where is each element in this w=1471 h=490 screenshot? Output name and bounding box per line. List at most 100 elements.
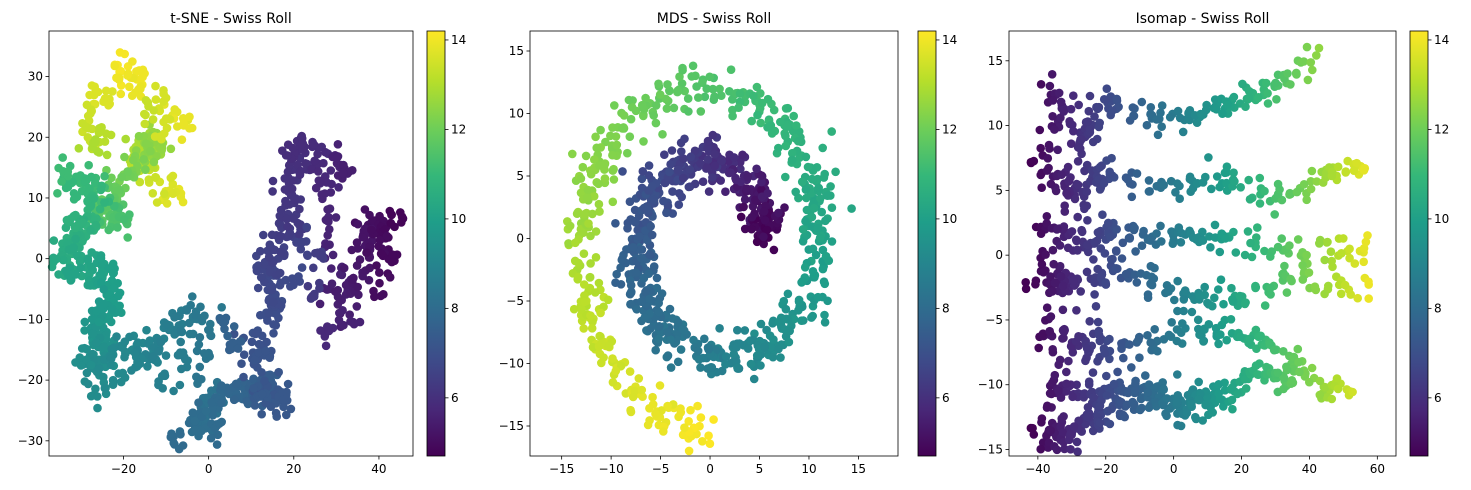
scatter-point bbox=[1050, 370, 1060, 380]
scatter-point bbox=[140, 119, 150, 129]
scatter-point bbox=[798, 225, 808, 234]
scatter-point bbox=[1187, 399, 1196, 409]
scatter-point bbox=[599, 353, 608, 362]
scatter-point bbox=[1326, 247, 1336, 256]
scatter-point bbox=[297, 139, 307, 149]
scatter-point bbox=[268, 187, 277, 196]
scatter-point bbox=[1292, 187, 1302, 197]
scatter-point bbox=[355, 255, 365, 264]
scatter-point bbox=[257, 389, 267, 399]
scatter-point bbox=[1048, 112, 1057, 121]
scatter-point bbox=[1090, 238, 1099, 247]
scatter-point bbox=[1228, 404, 1237, 414]
scatter-point bbox=[715, 84, 724, 94]
scatter-point bbox=[255, 246, 265, 256]
scatter-point bbox=[1194, 377, 1203, 387]
scatter-point bbox=[1175, 113, 1185, 123]
scatter-point bbox=[1307, 363, 1317, 373]
scatter-point bbox=[1204, 153, 1213, 162]
scatter-point bbox=[1051, 186, 1061, 196]
scatter-point bbox=[708, 173, 717, 182]
scatter-point bbox=[1104, 218, 1113, 228]
scatter-point bbox=[280, 185, 290, 194]
scatter-point bbox=[326, 188, 336, 197]
scatter-point bbox=[97, 278, 106, 288]
scatter-point bbox=[823, 191, 832, 200]
scatter-points bbox=[1021, 42, 1373, 457]
scatter-point bbox=[1153, 346, 1162, 356]
scatter-point bbox=[1152, 229, 1161, 238]
scatter-point bbox=[1253, 223, 1262, 232]
scatter-point bbox=[1036, 229, 1046, 238]
scatter-point bbox=[1306, 177, 1316, 186]
scatter-point bbox=[1147, 272, 1156, 282]
scatter-point bbox=[705, 439, 715, 449]
scatter-point bbox=[1058, 428, 1068, 438]
scatter-point bbox=[1235, 291, 1245, 301]
scatter-point bbox=[1107, 153, 1116, 163]
scatter-point bbox=[802, 193, 811, 203]
scatter-point bbox=[1127, 363, 1136, 372]
scatter-point bbox=[229, 322, 239, 331]
scatter-point bbox=[91, 220, 101, 230]
scatter-point bbox=[1038, 329, 1048, 339]
scatter-point bbox=[1304, 268, 1314, 277]
scatter-point bbox=[1069, 422, 1079, 431]
scatter-point bbox=[696, 363, 705, 372]
scatter-point bbox=[1219, 299, 1228, 309]
scatter-point bbox=[143, 362, 152, 371]
y-tick-label: −5 bbox=[985, 313, 1003, 327]
scatter-point bbox=[1283, 69, 1292, 78]
scatter-point bbox=[740, 326, 750, 335]
scatter-point bbox=[693, 346, 703, 356]
scatter-point bbox=[580, 291, 589, 300]
scatter-point bbox=[242, 396, 251, 406]
scatter-point bbox=[752, 164, 761, 174]
scatter-point bbox=[195, 362, 205, 372]
scatter-point bbox=[819, 173, 829, 182]
scatter-point bbox=[640, 313, 650, 322]
scatter-point bbox=[107, 173, 116, 183]
scatter-point bbox=[1056, 393, 1066, 402]
scatter-point bbox=[794, 306, 803, 315]
scatter-point bbox=[92, 338, 101, 347]
scatter-point bbox=[276, 231, 286, 241]
scatter-point bbox=[638, 167, 648, 176]
scatter-point bbox=[160, 129, 169, 138]
scatter-point bbox=[1055, 241, 1065, 250]
scatter-point bbox=[1045, 81, 1055, 91]
scatter-point bbox=[716, 176, 725, 185]
scatter-point bbox=[600, 174, 610, 183]
scatter-point bbox=[1054, 386, 1063, 396]
scatter-point bbox=[327, 279, 337, 289]
scatter-point bbox=[1282, 365, 1292, 375]
scatter-point bbox=[618, 124, 627, 133]
scatter-point bbox=[1069, 126, 1078, 136]
scatter-point bbox=[1146, 103, 1156, 112]
scatter-point bbox=[1062, 379, 1071, 389]
scatter-point bbox=[283, 151, 292, 160]
chart-panel-3: Isomap - Swiss Roll−40 −20 0 20 40 60−15−10−5… bbox=[978, 11, 1450, 476]
y-tick-label: 10 bbox=[988, 119, 1003, 133]
x-tick-label: 40 bbox=[1302, 462, 1317, 476]
scatter-point bbox=[1280, 261, 1289, 271]
scatter-point bbox=[316, 326, 325, 335]
scatter-point bbox=[729, 349, 739, 359]
scatter-point bbox=[78, 119, 87, 128]
scatter-point bbox=[283, 379, 293, 389]
scatter-point bbox=[1060, 201, 1069, 210]
scatter-point bbox=[289, 280, 298, 290]
x-tick-label: 40 bbox=[371, 462, 386, 476]
scatter-point bbox=[752, 82, 762, 92]
scatter-point bbox=[762, 225, 772, 235]
colorbar-tick-label: 10 bbox=[942, 212, 957, 226]
scatter-point bbox=[177, 135, 187, 144]
scatter-point bbox=[1159, 385, 1168, 394]
scatter-point bbox=[1199, 110, 1208, 119]
scatter-point bbox=[352, 302, 362, 311]
scatter-point bbox=[1102, 391, 1112, 400]
scatter-point bbox=[86, 226, 95, 235]
scatter-point bbox=[1121, 269, 1131, 279]
scatter-point bbox=[102, 150, 112, 160]
scatter-point bbox=[100, 171, 109, 181]
